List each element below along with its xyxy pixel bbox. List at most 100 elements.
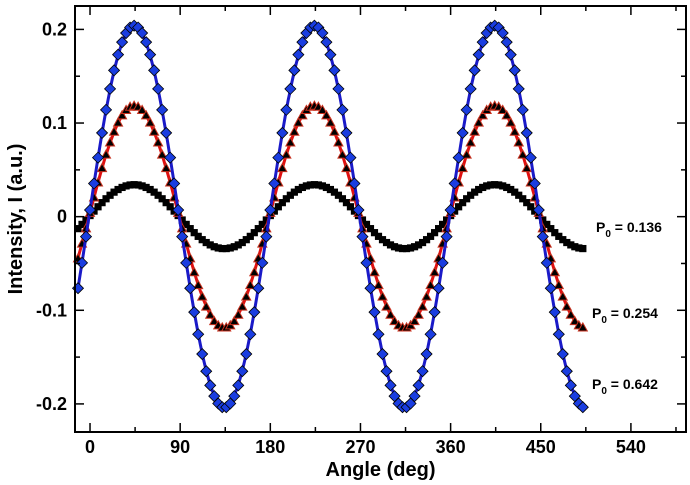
data-point-triangle [100,149,112,159]
data-point-triangle [517,149,529,159]
data-point-triangle [565,309,577,319]
y-tick-label: 0.2 [42,19,67,39]
data-point-square [455,203,463,211]
data-point-triangle [136,104,148,115]
data-point-square [555,232,563,240]
data-point-square [479,183,487,192]
y-tick-label: 0 [57,207,67,227]
data-point-square [491,181,499,189]
data-point-triangle [248,266,260,277]
data-point-triangle [429,266,440,277]
data-point-diamond [196,347,209,361]
plot-frame [74,5,687,433]
data-point-diamond [140,36,153,49]
data-point-diamond [452,151,465,164]
data-point-square [374,232,383,240]
data-point-square [390,243,399,251]
data-point-square [334,191,343,199]
data-point-diamond [464,82,477,95]
data-point-triangle [477,109,489,120]
data-point-triangle [553,279,565,290]
data-point-square [138,182,146,190]
data-point-square [523,199,531,207]
series-triangle [72,100,589,332]
x-tick-label: 90 [170,437,190,457]
data-point-triangle [156,149,168,159]
data-point-diamond [548,306,561,319]
data-point-triangle [152,136,164,147]
data-point-diamond [476,36,489,49]
data-point-diamond [536,230,549,243]
data-point-diamond [83,203,97,217]
data-point-square [250,229,258,237]
data-point-diamond [364,282,377,295]
data-point-diamond [420,347,433,361]
data-point-diamond [276,126,289,139]
data-point-square [94,203,102,211]
data-point-square [178,216,186,224]
data-point-square [162,199,170,207]
data-point-square [242,236,250,244]
data-point-diamond [268,177,281,190]
data-point-diamond [164,151,177,164]
data-point-square [130,181,138,189]
data-point-square [234,241,242,249]
data-point-triangle [112,116,124,127]
data-point-square [418,238,427,247]
data-point-square [459,199,467,207]
data-point-square [310,181,318,189]
data-point-square [114,185,122,194]
data-point-diamond [148,64,161,77]
data-point-square [150,188,158,196]
data-point-diamond [188,306,201,319]
data-point-square [222,244,230,253]
data-point-square [358,216,367,224]
data-point-diamond [252,282,265,295]
data-point-diamond [528,177,541,190]
data-point-diamond [556,347,569,361]
data-point-square [547,225,555,233]
data-point-diamond [340,126,353,139]
data-point-diamond [144,48,157,61]
data-point-triangle [417,300,428,311]
data-point-diamond [244,328,257,341]
data-point-diamond [440,230,453,243]
data-point-diamond [200,365,213,378]
data-point-square [467,191,475,199]
data-point-triangle [521,162,533,173]
data-point-square [567,241,575,249]
data-point-triangle [505,116,517,127]
data-point-diamond [156,103,169,116]
data-point-square [499,182,507,190]
data-point-triangle [413,309,424,319]
data-point-square [543,220,551,228]
data-point-diamond [416,365,429,378]
data-point-diamond [240,347,253,361]
data-point-square [154,191,162,199]
series-annotation: P0 = 0.254 [592,305,658,326]
data-point-triangle [513,136,525,147]
data-point-square [366,225,375,233]
data-point-square [190,229,198,237]
data-point-diamond [508,64,521,77]
data-point-square [282,195,290,203]
data-point-triangle [244,279,256,290]
data-point-triangle [373,279,384,290]
data-point-square [575,244,583,252]
data-point-diamond [152,82,165,95]
data-point-diamond [344,151,357,164]
y-tick-label: -0.1 [36,300,67,320]
data-point-triangle [116,109,128,120]
data-point-square [539,216,547,224]
data-point-square [527,203,535,211]
data-point-triangle [317,104,328,115]
data-point-square [206,241,214,249]
axes-layer: 0 90 180 270 360 450 540 -0.2 -0.1 0 0.1 0.2 [36,5,687,457]
data-point-triangle [228,315,240,326]
x-tick-label: 540 [616,437,646,457]
data-point-diamond [192,328,205,341]
series-diamond [71,19,589,414]
data-point-diamond [328,64,341,77]
data-point-triangle [461,149,472,159]
